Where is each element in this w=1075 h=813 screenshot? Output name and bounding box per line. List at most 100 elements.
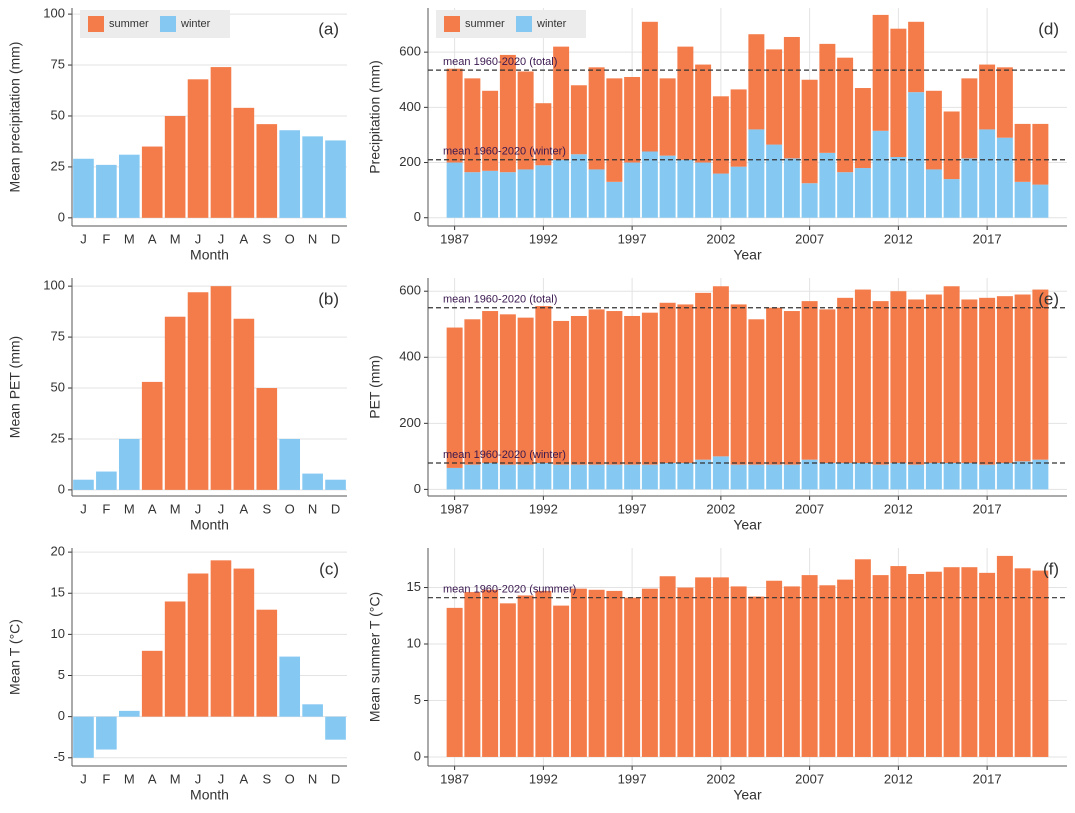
bar-segment xyxy=(553,46,570,160)
bar xyxy=(890,566,907,757)
panel-annotation: (f) xyxy=(1043,559,1059,578)
bar-segment xyxy=(819,43,836,153)
bar xyxy=(996,555,1013,757)
x-tick-label: 1987 xyxy=(440,501,469,516)
bar-segment xyxy=(890,28,907,158)
panel-annotation: (a) xyxy=(318,19,339,38)
y-axis-title: Mean PET (mm) xyxy=(7,336,23,438)
bar-segment xyxy=(730,304,747,465)
bar-segment xyxy=(890,291,907,463)
bar xyxy=(279,130,301,218)
y-tick-label: 75 xyxy=(51,56,65,71)
x-tick-label: D xyxy=(331,771,340,786)
bar xyxy=(118,710,140,717)
x-tick-label: 1997 xyxy=(618,231,647,246)
bar xyxy=(943,567,960,757)
x-tick-label: 2002 xyxy=(706,501,735,516)
bar-segment xyxy=(801,459,818,490)
bar xyxy=(766,580,783,757)
x-tick-label: J xyxy=(218,231,225,246)
x-axis-title: Year xyxy=(733,517,762,533)
reference-label: mean 1960-2020 (total) xyxy=(443,56,557,68)
bar xyxy=(837,579,854,757)
bar xyxy=(641,588,658,757)
bar-segment xyxy=(943,462,960,490)
bar xyxy=(302,136,323,218)
bar xyxy=(1014,568,1031,757)
bar xyxy=(908,573,925,757)
x-tick-label: F xyxy=(102,231,110,246)
bar-segment xyxy=(908,299,925,465)
reference-label: mean 1960-2020 (total) xyxy=(443,294,557,306)
bar-segment xyxy=(712,173,729,218)
y-tick-label: 0 xyxy=(58,209,65,224)
bar xyxy=(233,318,255,490)
bar xyxy=(553,605,570,757)
x-tick-label: A xyxy=(148,771,157,786)
bar-segment xyxy=(606,78,623,182)
bar-segment xyxy=(499,314,516,465)
bar-segment xyxy=(695,162,712,218)
x-tick-label: M xyxy=(124,501,135,516)
bar-segment xyxy=(464,319,481,465)
bar-segment xyxy=(854,462,871,490)
bar-segment xyxy=(624,162,641,218)
bar-segment xyxy=(961,78,978,159)
x-tick-label: J xyxy=(218,771,225,786)
bar xyxy=(979,572,996,757)
bar-segment xyxy=(641,151,658,218)
x-tick-label: S xyxy=(262,771,271,786)
y-tick-label: 0 xyxy=(414,481,421,496)
bar xyxy=(606,590,623,757)
bar xyxy=(624,597,641,757)
bar-segment xyxy=(996,462,1013,490)
legend-label: summer xyxy=(109,18,149,30)
bar-segment xyxy=(872,464,889,490)
bar-segment xyxy=(695,459,712,490)
bar-segment xyxy=(801,183,818,218)
bar-segment xyxy=(730,89,747,167)
bar-segment xyxy=(854,88,871,169)
legend-swatch xyxy=(160,16,176,32)
bar-segment xyxy=(819,152,836,218)
bar-segment xyxy=(1014,181,1031,218)
bar xyxy=(118,154,140,218)
bar xyxy=(256,388,278,490)
bar-segment xyxy=(446,162,463,218)
bar xyxy=(695,577,712,757)
bar-segment xyxy=(570,85,587,155)
y-axis-title: Mean precipitation (mm) xyxy=(7,42,23,193)
bar-segment xyxy=(766,464,783,490)
y-tick-label: 0 xyxy=(414,748,421,763)
legend-swatch xyxy=(88,16,104,32)
bar-segment xyxy=(659,302,676,463)
bar-segment xyxy=(588,67,605,170)
y-tick-label: 10 xyxy=(51,626,65,641)
y-tick-label: 75 xyxy=(51,329,65,344)
bar-segment xyxy=(908,464,925,490)
bar-segment xyxy=(588,169,605,218)
bar-segment xyxy=(1014,294,1031,462)
bar-segment xyxy=(890,157,907,218)
bar xyxy=(233,107,255,218)
bar xyxy=(446,607,463,757)
bar-segment xyxy=(925,169,942,218)
x-tick-label: 2007 xyxy=(795,771,824,786)
bar-segment xyxy=(712,96,729,174)
bar-segment xyxy=(499,464,516,490)
bar-segment xyxy=(695,292,712,460)
panel-annotation: (c) xyxy=(319,559,339,578)
bar xyxy=(210,286,232,490)
bar xyxy=(164,115,186,218)
x-tick-label: J xyxy=(195,771,202,786)
bar-segment xyxy=(854,289,871,463)
bar xyxy=(730,586,747,757)
bar-segment xyxy=(659,462,676,490)
bar-segment xyxy=(961,158,978,218)
y-tick-label: 10 xyxy=(407,635,421,650)
bar xyxy=(1032,570,1049,757)
reference-label: mean 1960-2020 (winter) xyxy=(443,449,566,461)
x-tick-label: 2012 xyxy=(884,771,913,786)
bar xyxy=(302,473,323,490)
